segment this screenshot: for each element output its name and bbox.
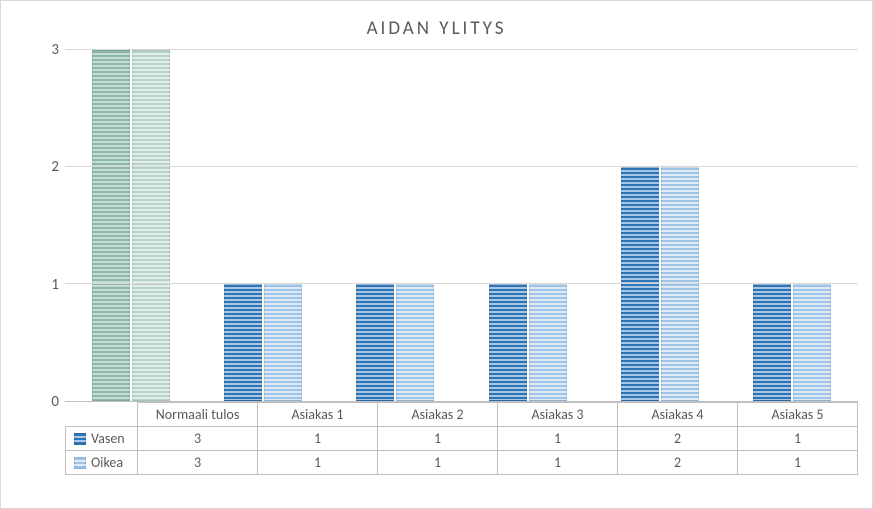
bar-group bbox=[594, 50, 726, 401]
value-cell: 3 bbox=[138, 451, 258, 475]
bar bbox=[621, 167, 659, 401]
data-table: Normaali tulosAsiakas 1Asiakas 2Asiakas … bbox=[65, 402, 858, 475]
value-cell: 2 bbox=[618, 451, 738, 475]
value-cell: 1 bbox=[738, 427, 858, 451]
series-row: Vasen311121 bbox=[66, 427, 858, 451]
bar bbox=[793, 284, 831, 401]
value-cell: 1 bbox=[258, 451, 378, 475]
series-legend-cell: Vasen bbox=[66, 427, 138, 451]
legend-label: Oikea bbox=[91, 454, 123, 471]
value-cell: 1 bbox=[498, 451, 618, 475]
bar bbox=[396, 284, 434, 401]
gridline bbox=[65, 49, 858, 50]
bar bbox=[356, 284, 394, 401]
category-cell: Asiakas 5 bbox=[738, 403, 858, 427]
y-tick-label: 0 bbox=[51, 393, 59, 411]
data-table-body: Normaali tulosAsiakas 1Asiakas 2Asiakas … bbox=[66, 403, 858, 475]
blank-cell bbox=[66, 403, 138, 427]
series-row: Oikea311121 bbox=[66, 451, 858, 475]
bar bbox=[661, 167, 699, 401]
y-tick-label: 2 bbox=[51, 158, 59, 176]
category-cell: Asiakas 3 bbox=[498, 403, 618, 427]
bar-group bbox=[329, 50, 461, 401]
category-row: Normaali tulosAsiakas 1Asiakas 2Asiakas … bbox=[66, 403, 858, 427]
gridline bbox=[65, 166, 858, 167]
bar bbox=[264, 284, 302, 401]
data-table-wrap: Normaali tulosAsiakas 1Asiakas 2Asiakas … bbox=[65, 402, 858, 475]
category-cell: Asiakas 4 bbox=[618, 403, 738, 427]
category-cell: Normaali tulos bbox=[138, 403, 258, 427]
bar bbox=[753, 284, 791, 401]
y-tick-label: 3 bbox=[51, 41, 59, 59]
chart-title: AIDAN YLITYS bbox=[15, 17, 858, 40]
bar bbox=[489, 284, 527, 401]
value-cell: 3 bbox=[138, 427, 258, 451]
category-cell: Asiakas 1 bbox=[258, 403, 378, 427]
bar-groups bbox=[65, 50, 858, 401]
legend-label: Vasen bbox=[91, 430, 125, 447]
value-cell: 1 bbox=[378, 451, 498, 475]
bar bbox=[224, 284, 262, 401]
value-cell: 1 bbox=[258, 427, 378, 451]
gridline bbox=[65, 283, 858, 284]
bar bbox=[529, 284, 567, 401]
bar bbox=[132, 50, 170, 401]
y-tick-label: 1 bbox=[51, 276, 59, 294]
chart-container: AIDAN YLITYS 0123 Normaali tulosAsiakas … bbox=[0, 0, 873, 509]
bar bbox=[92, 50, 130, 401]
category-cell: Asiakas 2 bbox=[378, 403, 498, 427]
legend-swatch bbox=[74, 433, 86, 445]
value-cell: 1 bbox=[378, 427, 498, 451]
bar-group bbox=[65, 50, 197, 401]
bar-group bbox=[726, 50, 858, 401]
plot bbox=[65, 50, 858, 402]
series-legend-cell: Oikea bbox=[66, 451, 138, 475]
value-cell: 1 bbox=[498, 427, 618, 451]
plot-area: 0123 bbox=[15, 50, 858, 402]
value-cell: 1 bbox=[738, 451, 858, 475]
legend-swatch bbox=[74, 457, 86, 469]
value-cell: 2 bbox=[618, 427, 738, 451]
bar-group bbox=[462, 50, 594, 401]
bar-group bbox=[197, 50, 329, 401]
y-axis: 0123 bbox=[15, 50, 65, 402]
